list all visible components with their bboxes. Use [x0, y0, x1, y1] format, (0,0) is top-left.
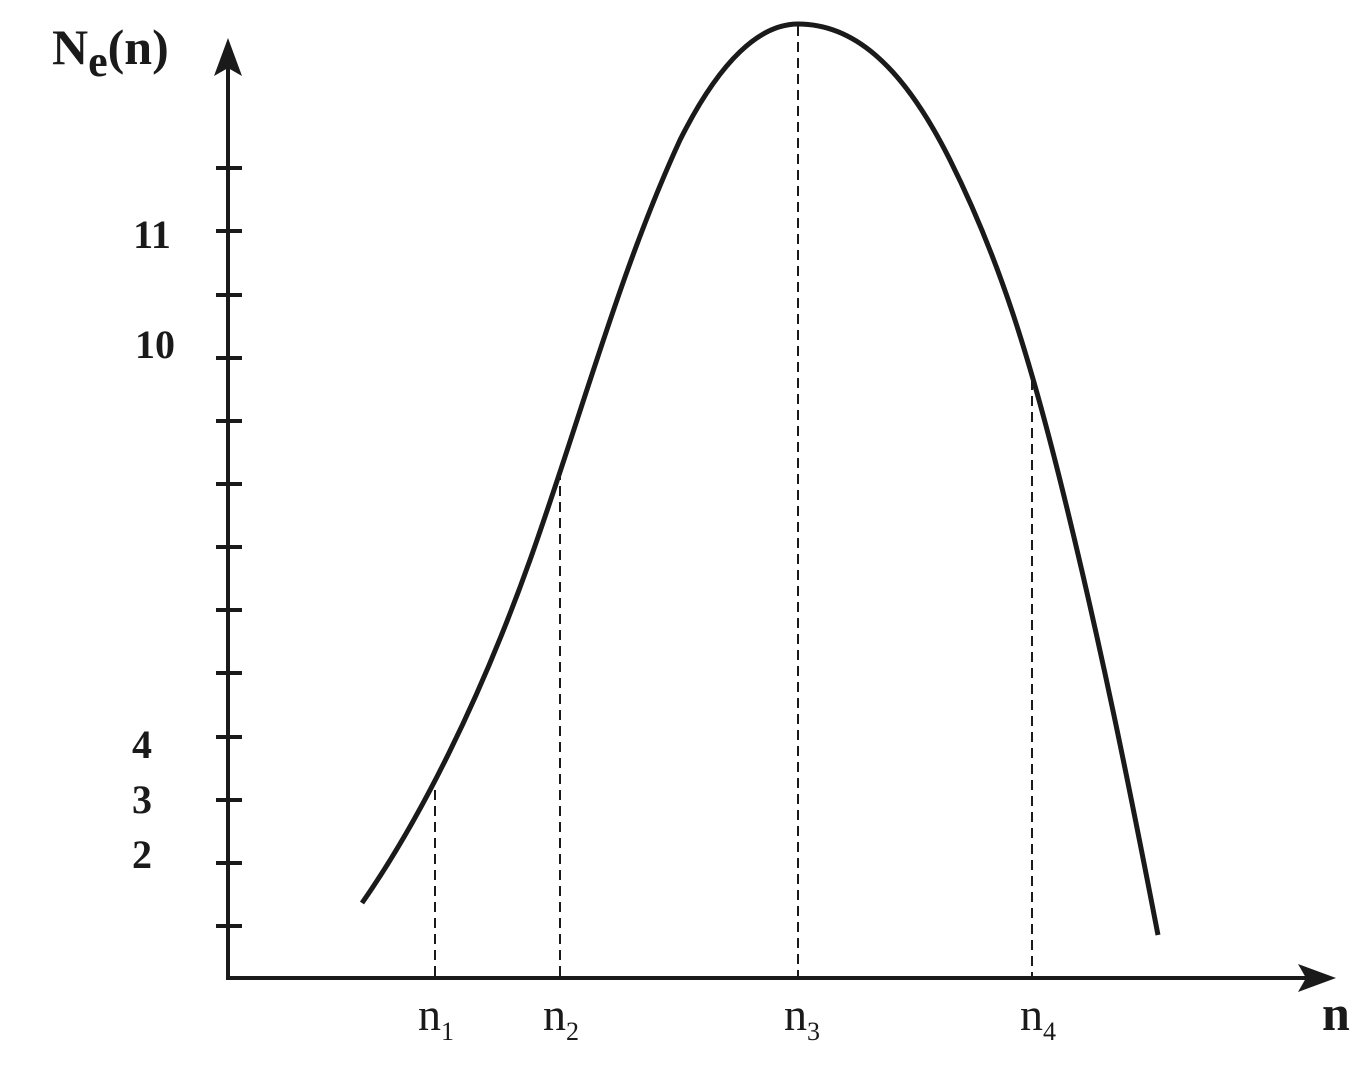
y-tick-label: 11 [133, 212, 171, 257]
x-markers: n1 n2 n3 n4 [418, 989, 1056, 1046]
label-part: n [543, 989, 566, 1040]
x-marker: n4 [1020, 989, 1056, 1046]
label-part: (n) [108, 19, 169, 75]
y-tick-label: 10 [135, 322, 175, 367]
y-axis-label: Ne(n) [52, 19, 169, 86]
x-marker: n2 [543, 989, 579, 1046]
label-part: n [784, 989, 807, 1040]
y-tick-label: 4 [132, 722, 152, 767]
y-tick-label: 3 [132, 777, 152, 822]
y-tick-label: 2 [132, 832, 152, 877]
label-part: 2 [566, 1017, 579, 1046]
x-axis-label: n [1322, 985, 1350, 1041]
y-arrow [214, 38, 242, 76]
guide-lines [434, 26, 1033, 978]
y-ticks [216, 166, 242, 928]
x-marker: n1 [418, 989, 454, 1046]
label-part: 3 [807, 1017, 820, 1046]
label-part: e [88, 37, 108, 86]
label-part: 4 [1043, 1017, 1056, 1046]
label-part: 1 [441, 1017, 454, 1046]
label-part: N [52, 19, 88, 75]
axes [216, 60, 1315, 980]
curve [359, 21, 1161, 936]
label-part: n [1020, 989, 1043, 1040]
x-arrow [1298, 964, 1336, 992]
y-tick-labels: 11 10 4 3 2 [132, 212, 175, 877]
x-marker: n3 [784, 989, 820, 1046]
label-part: n [418, 989, 441, 1040]
